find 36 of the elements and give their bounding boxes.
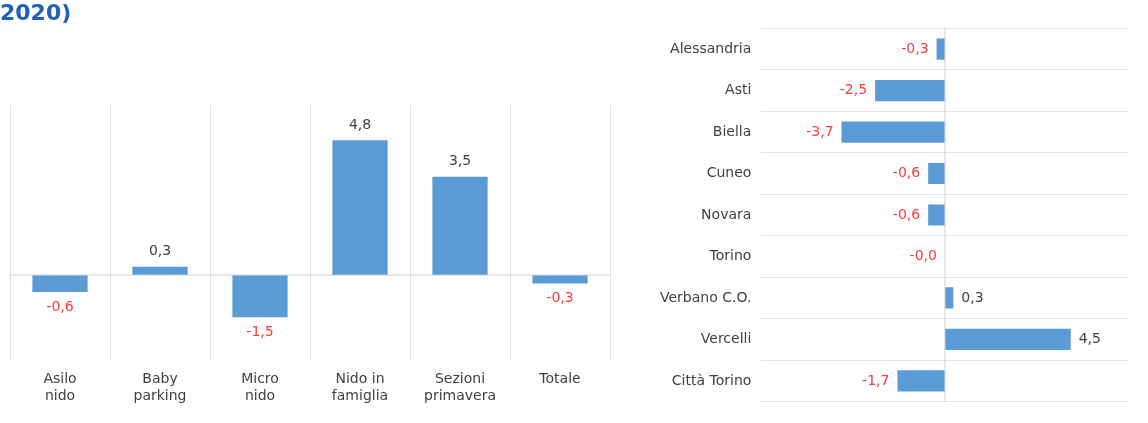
data-label: -1,7 <box>862 371 890 388</box>
y-tick-label: Vercelli <box>700 330 752 347</box>
data-label: 0,3 <box>961 288 984 305</box>
bar <box>532 275 588 284</box>
data-label: -0,3 <box>546 289 574 306</box>
data-label: -0,6 <box>892 205 921 222</box>
x-tick-label: Micro nido <box>241 370 279 404</box>
bar <box>332 140 388 276</box>
y-tick-label: Novara <box>701 205 752 222</box>
data-label: -3,7 <box>806 122 834 139</box>
y-tick-label: Città Torino <box>671 371 752 388</box>
x-tick-label: Nido in famiglia <box>331 370 389 404</box>
y-tick-label: Cuneo <box>706 164 752 181</box>
x-tick-label: Asilo nido <box>43 370 77 404</box>
data-label: 3,5 <box>448 152 472 169</box>
x-tick-label: Sezioni primavera <box>424 370 496 404</box>
data-label: 0,3 <box>148 242 172 259</box>
x-tick-label: Baby parking <box>133 370 187 404</box>
data-label: -0,6 <box>892 164 921 181</box>
data-label: 4,5 <box>1078 330 1101 347</box>
chart-title: 2020) <box>0 0 72 25</box>
y-tick-label: Biella <box>712 122 752 139</box>
y-tick-label: Alessandria <box>670 39 752 56</box>
data-label: -0,3 <box>901 39 929 56</box>
data-label: -2,5 <box>839 81 868 98</box>
data-label: -1,5 <box>246 322 274 339</box>
y-tick-label: Torino <box>708 247 752 264</box>
bar <box>32 275 88 292</box>
data-label: -0,6 <box>46 297 74 314</box>
bar <box>232 275 288 318</box>
bar <box>432 176 488 276</box>
data-label: 4,8 <box>348 116 372 133</box>
y-tick-label: Asti <box>725 81 752 98</box>
y-tick-label: Verbano C.O. <box>660 288 752 305</box>
x-tick-label: Totale <box>538 370 581 387</box>
data-label: -0,0 <box>909 247 937 264</box>
